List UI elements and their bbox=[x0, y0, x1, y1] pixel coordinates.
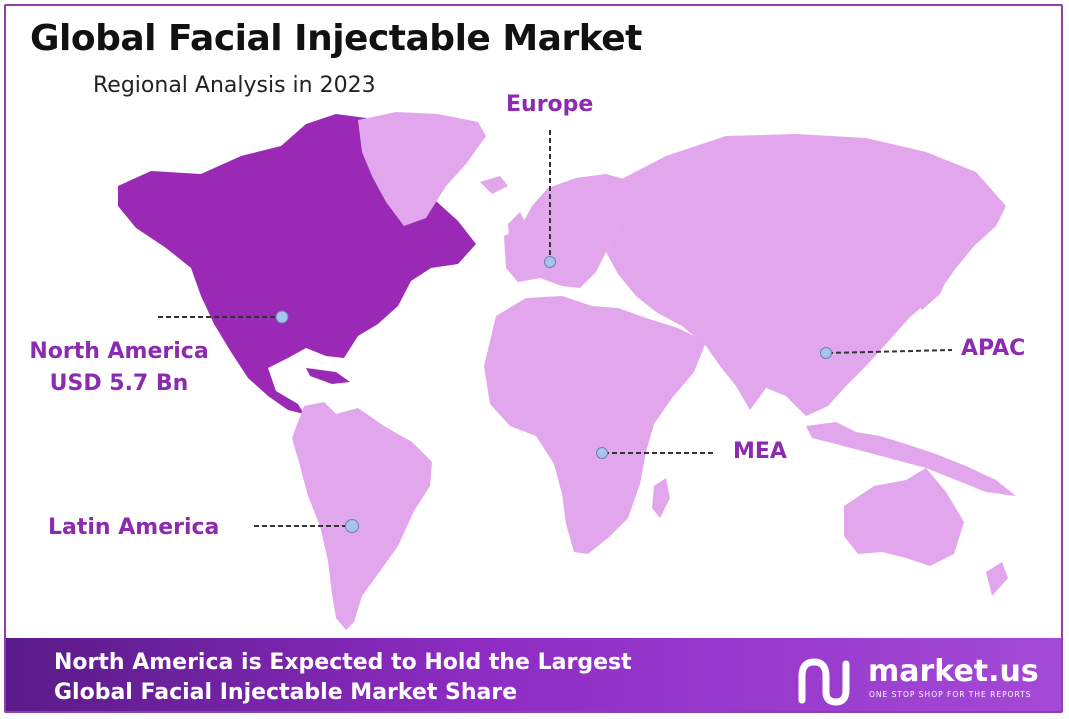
north-america-island bbox=[306, 368, 350, 384]
footer-line-2: Global Facial Injectable Market Share bbox=[54, 680, 518, 705]
europe-region bbox=[504, 174, 636, 288]
page-subtitle: Regional Analysis in 2023 bbox=[93, 73, 376, 98]
europe-label: Europe bbox=[506, 92, 594, 117]
north-america-value: USD 5.7 Bn bbox=[49, 371, 189, 396]
iceland-island bbox=[480, 176, 508, 194]
latin-america-marker bbox=[345, 519, 359, 533]
brand-logo-icon bbox=[798, 658, 850, 706]
uk-island bbox=[508, 212, 528, 250]
apac-marker bbox=[820, 347, 832, 359]
footer-line-1: North America is Expected to Hold the La… bbox=[54, 650, 632, 675]
mea-region bbox=[484, 296, 706, 554]
footer-message: North America is Expected to Hold the La… bbox=[54, 648, 632, 708]
new-zealand-island bbox=[986, 562, 1008, 596]
brand-name: market.us bbox=[868, 654, 1039, 689]
footer-banner: North America is Expected to Hold the La… bbox=[6, 638, 1061, 711]
north-america-label: North America USD 5.7 Bn bbox=[24, 336, 214, 400]
north-america-marker bbox=[275, 310, 289, 324]
page-title: Global Facial Injectable Market bbox=[30, 18, 642, 59]
mea-marker bbox=[596, 447, 608, 459]
north-america-name: North America bbox=[29, 339, 209, 364]
japan-island bbox=[914, 256, 952, 310]
apac-label: APAC bbox=[961, 336, 1026, 361]
greenland-region bbox=[358, 112, 486, 226]
mea-label: MEA bbox=[733, 439, 787, 464]
brand-tagline: ONE STOP SHOP FOR THE REPORTS bbox=[869, 690, 1032, 699]
apac-leader bbox=[827, 349, 953, 354]
madagascar-island bbox=[652, 478, 670, 518]
brand-logo: market.us ONE STOP SHOP FOR THE REPORTS bbox=[796, 652, 1056, 708]
europe-marker bbox=[544, 256, 556, 268]
apac-region bbox=[606, 134, 1006, 416]
southeast-asia-islands bbox=[806, 422, 1016, 496]
latin-america-region bbox=[292, 402, 432, 630]
world-map bbox=[118, 112, 1016, 630]
latin-america-label: Latin America bbox=[48, 515, 220, 540]
infographic-frame: Global Facial Injectable Market Regional… bbox=[4, 4, 1063, 713]
australia-region bbox=[844, 468, 964, 566]
